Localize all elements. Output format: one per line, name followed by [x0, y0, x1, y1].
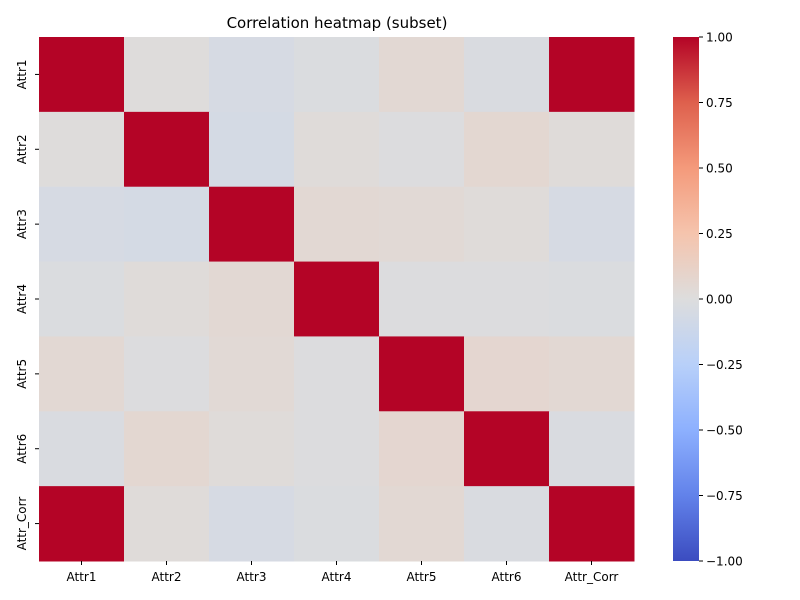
x-tick-label: Attr3 [237, 570, 267, 584]
heatmap-cell [209, 486, 295, 562]
colorbar: 1.00 0.75 0.50 0.25 0.00 −0.25 −0.50 −0.75 −1.00 [673, 31, 743, 569]
colorbar-tick-label: 0.50 [706, 162, 733, 176]
heatmap-cell [209, 111, 295, 188]
heatmap-cell [124, 261, 210, 337]
heatmap-cell [294, 261, 380, 337]
heatmap-cell [549, 186, 635, 263]
heatmap-cell [39, 37, 125, 113]
heatmap-cell [549, 486, 635, 562]
heatmap-cell [549, 111, 635, 188]
heatmap-cell [39, 111, 125, 188]
heatmap-cells [39, 37, 635, 562]
colorbar-tick-label: 0.25 [706, 227, 733, 241]
x-tick-label: Attr_Corr [565, 570, 619, 584]
heatmap-cell [294, 111, 380, 188]
heatmap-cell [294, 186, 380, 263]
heatmap-cell [379, 261, 465, 337]
heatmap-cell [294, 486, 380, 562]
heatmap-cell [379, 336, 465, 412]
y-tick-label: Attr2 [15, 134, 29, 164]
heatmap-cell [549, 336, 635, 412]
heatmap-cell [39, 336, 125, 412]
heatmap-cell [379, 37, 465, 113]
heatmap-cell [39, 261, 125, 337]
y-tick-label: Attr1 [15, 59, 29, 89]
heatmap-cell [124, 37, 210, 113]
heatmap-cell [209, 411, 295, 487]
y-axis-ticks: Attr1 Attr2 Attr3 Attr4 Attr5 Attr6 Attr_Corr [15, 59, 39, 550]
heatmap-cell [294, 336, 380, 412]
heatmap-cell [209, 261, 295, 337]
heatmap-cell [464, 336, 550, 412]
heatmap-cell [39, 186, 125, 263]
heatmap-cell [549, 261, 635, 337]
heatmap-cell [379, 111, 465, 188]
y-tick-label: Attr3 [15, 209, 29, 239]
heatmap-cell [124, 111, 210, 188]
x-tick-label: Attr2 [152, 570, 182, 584]
heatmap-cell [124, 411, 210, 487]
colorbar-tick-label: −0.25 [706, 358, 743, 372]
x-tick-label: Attr4 [322, 570, 352, 584]
x-tick-label: Attr1 [67, 570, 97, 584]
y-tick-label: Attr4 [15, 284, 29, 314]
x-tick-label: Attr6 [492, 570, 522, 584]
heatmap-cell [124, 336, 210, 412]
heatmap-cell [379, 186, 465, 263]
heatmap-cell [464, 486, 550, 562]
y-tick-label: Attr6 [15, 434, 29, 464]
colorbar-tick-label: 1.00 [706, 31, 733, 45]
chart-title: Correlation heatmap (subset) [227, 14, 448, 32]
colorbar-tick-label: −0.75 [706, 489, 743, 503]
heatmap-cell [39, 486, 125, 562]
heatmap-cell [294, 411, 380, 487]
x-axis-ticks: Attr1 Attr2 Attr3 Attr4 Attr5 Attr6 Attr_Corr [67, 561, 619, 584]
heatmap-cell [209, 336, 295, 412]
colorbar-tick-label: 0.00 [706, 293, 733, 307]
heatmap-cell [124, 486, 210, 562]
x-tick-label: Attr5 [407, 570, 437, 584]
heatmap-cell [209, 186, 295, 263]
heatmap-cell [549, 37, 635, 113]
heatmap-cell [124, 186, 210, 263]
heatmap-cell [294, 37, 380, 113]
heatmap-cell [209, 37, 295, 113]
heatmap-cell [464, 37, 550, 113]
y-tick-label: Attr5 [15, 359, 29, 389]
heatmap-cell [379, 411, 465, 487]
heatmap-cell [549, 411, 635, 487]
colorbar-gradient [673, 37, 699, 561]
heatmap-cell [464, 186, 550, 263]
colorbar-tick-label: 0.75 [706, 96, 733, 110]
heatmap-cell [464, 261, 550, 337]
colorbar-tick-label: −0.50 [706, 424, 743, 438]
y-tick-label: Attr_Corr [15, 497, 29, 551]
heatmap-cell [379, 486, 465, 562]
colorbar-tick-label: −1.00 [706, 555, 743, 569]
heatmap-cell [39, 411, 125, 487]
heatmap-cell [464, 111, 550, 188]
heatmap-cell [464, 411, 550, 487]
